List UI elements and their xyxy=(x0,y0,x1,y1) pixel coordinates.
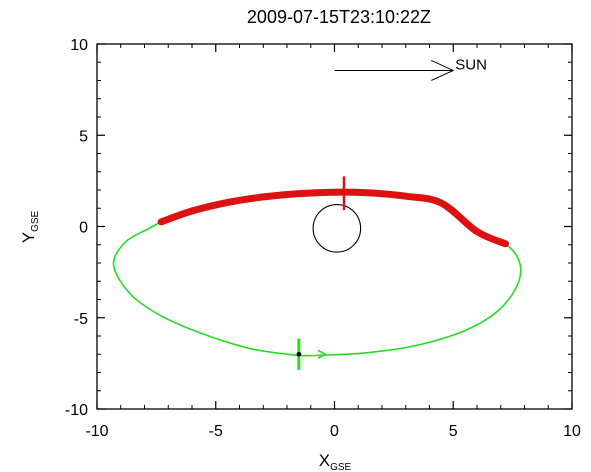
y-tick-label: 0 xyxy=(79,220,88,237)
orbit-direction-arrow xyxy=(317,349,327,359)
y-axis-label: YGSE xyxy=(19,210,41,243)
x-tick-marks xyxy=(96,44,573,409)
x-tick-labels: -10 -5 0 5 10 xyxy=(85,423,581,440)
x-tick-label: -10 xyxy=(85,423,108,440)
y-axis-label-subscript: GSE xyxy=(30,210,41,231)
x-axis-label-subscript: GSE xyxy=(330,462,351,472)
x-axis-label-main: X xyxy=(319,451,330,470)
y-tick-marks xyxy=(97,43,572,410)
x-tick-label: 5 xyxy=(449,423,458,440)
y-tick-label: -10 xyxy=(65,402,88,419)
x-tick-label: -5 xyxy=(209,423,223,440)
orbit-highlight-segment xyxy=(157,188,509,248)
spacecraft-position-dot xyxy=(296,351,302,357)
y-axis-label-main: Y xyxy=(19,232,38,243)
x-tick-label: 0 xyxy=(330,423,339,440)
earth-circle xyxy=(312,204,362,253)
sun-arrow-head xyxy=(431,60,455,81)
sun-label: SUN xyxy=(455,56,487,73)
y-tick-labels: -10 -5 0 5 10 xyxy=(65,37,88,419)
chart-title: 2009-07-15T23:10:22Z xyxy=(247,7,431,27)
x-tick-label: 10 xyxy=(563,423,581,440)
plot-content xyxy=(112,60,522,370)
y-tick-label: 5 xyxy=(79,128,88,145)
x-axis-label: XGSE xyxy=(319,451,352,472)
y-tick-label: 10 xyxy=(70,37,88,54)
y-tick-label: -5 xyxy=(74,311,88,328)
